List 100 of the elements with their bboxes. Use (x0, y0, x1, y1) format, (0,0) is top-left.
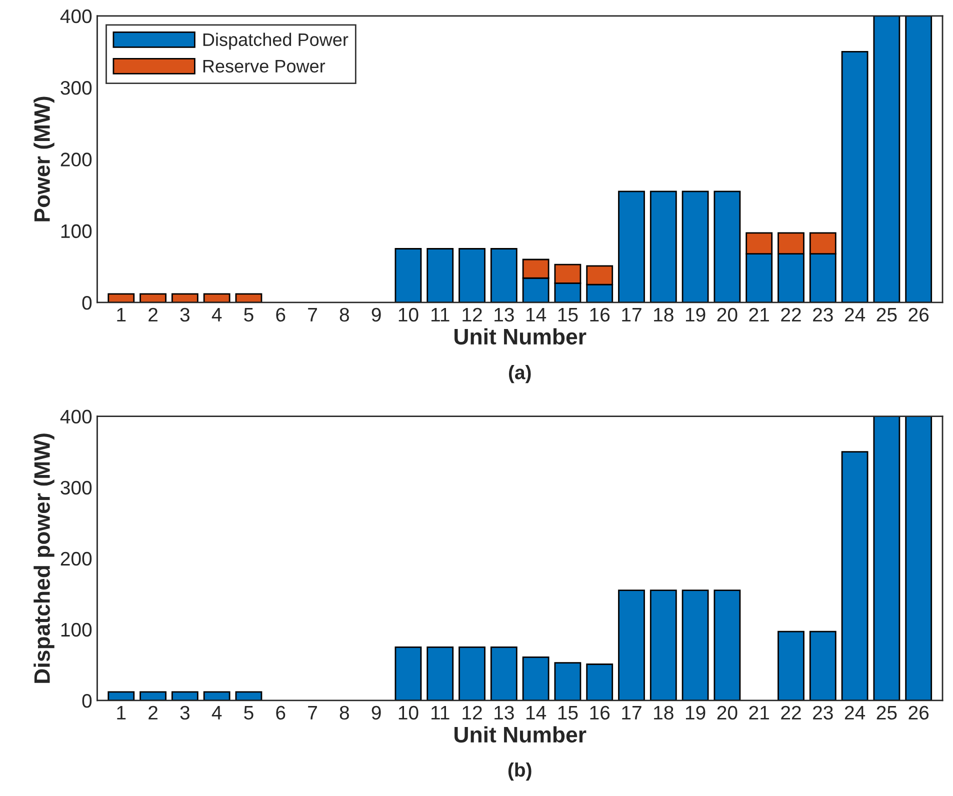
bar (714, 190, 741, 302)
bar (394, 248, 422, 302)
bar (490, 646, 518, 700)
bar (873, 416, 900, 700)
x-tick-label: 18 (654, 308, 674, 322)
legend-label: Dispatched Power (203, 32, 348, 50)
x-tick-label: 20 (717, 706, 738, 720)
x-tick-label: 2 (148, 308, 158, 322)
bar (203, 691, 230, 700)
x-tick-label: 26 (908, 308, 929, 322)
x-tick-label: 23 (813, 308, 833, 322)
legend-label: Reserve Power (203, 60, 326, 73)
bar (554, 662, 582, 700)
x-tick-label: 16 (590, 308, 610, 322)
x-tick-label: 19 (686, 308, 706, 322)
bar (682, 190, 709, 302)
bar (873, 16, 900, 302)
x-tick-label: 7 (308, 706, 317, 720)
bar (490, 248, 518, 302)
x-tick-label: 10 (398, 706, 418, 720)
bar (650, 190, 677, 302)
bar (682, 590, 709, 700)
x-tick-label: 11 (432, 308, 450, 322)
bar (778, 630, 804, 700)
x-tick-label: 8 (340, 308, 349, 322)
text: (b) (508, 762, 532, 781)
bar (108, 691, 135, 700)
x-tick-label: 3 (180, 308, 190, 322)
x-tick-label: 16 (590, 706, 610, 720)
x-axis-title: Unit Number (454, 328, 586, 345)
x-tick-label: 15 (558, 706, 578, 720)
x-tick-label: 2 (148, 706, 158, 720)
bar (394, 646, 422, 700)
x-tick-label: 4 (212, 706, 222, 720)
y-tick-label: 200 (60, 152, 92, 166)
x-tick-label: 20 (717, 308, 738, 322)
bar (618, 190, 645, 302)
y-tick-label: 200 (60, 552, 92, 566)
bar (140, 691, 166, 700)
x-tick-label: 17 (622, 706, 642, 720)
x-tick-label: 21 (749, 706, 769, 720)
y-tick-label: 0 (82, 296, 92, 310)
bar (809, 630, 836, 700)
x-tick-label: 11 (432, 706, 450, 720)
bar (522, 656, 550, 700)
x-tick-label: 19 (686, 706, 706, 720)
x-tick-label: 22 (781, 706, 801, 720)
x-tick-label: 7 (308, 308, 317, 322)
text: (a) (508, 365, 531, 384)
bar (203, 293, 230, 302)
bar (650, 590, 677, 700)
y-tick-label: 300 (60, 480, 92, 495)
x-tick-label: 8 (340, 706, 349, 720)
x-tick-label: 6 (276, 308, 286, 322)
y-tick-label: 100 (61, 622, 92, 637)
bar (905, 416, 932, 700)
y-tick-label: 400 (60, 9, 92, 24)
x-tick-label: 4 (212, 308, 222, 322)
x-tick-label: 1 (117, 706, 126, 720)
x-tick-label: 9 (372, 308, 381, 322)
x-tick-label: 3 (180, 706, 190, 720)
bar (426, 248, 454, 302)
x-tick-label: 12 (462, 308, 482, 322)
bar (618, 590, 645, 700)
x-tick-label: 24 (844, 706, 866, 720)
x-tick-label: 13 (494, 706, 514, 720)
bar (714, 590, 741, 700)
x-tick-label: 14 (526, 706, 546, 720)
bar (905, 16, 932, 302)
x-tick-label: 21 (749, 308, 769, 322)
x-tick-label: 17 (622, 308, 642, 322)
x-tick-label: 9 (372, 706, 381, 720)
x-tick-label: 5 (244, 706, 254, 720)
bar (458, 646, 486, 700)
bar (841, 51, 868, 302)
y-tick-label: 0 (82, 694, 92, 708)
bar (235, 293, 262, 302)
y-tick-label: 300 (60, 81, 92, 95)
x-tick-label: 26 (908, 706, 929, 720)
y-tick-label: 400 (60, 410, 92, 424)
x-tick-label: 25 (876, 308, 897, 322)
x-tick-label: 5 (244, 308, 254, 322)
x-tick-label: 23 (813, 706, 833, 720)
x-tick-label: 13 (494, 308, 514, 322)
bar (171, 293, 198, 302)
bar (426, 646, 454, 700)
x-tick-label: 22 (781, 308, 801, 322)
x-tick-label: 12 (462, 706, 482, 720)
bar (108, 293, 135, 302)
x-tick-label: 18 (654, 706, 674, 720)
x-tick-label: 15 (558, 308, 578, 322)
y-axis-title: Dispatched power (MW) (34, 434, 54, 683)
x-tick-label: 14 (526, 308, 546, 322)
bar (458, 248, 486, 302)
bar (171, 691, 198, 700)
x-tick-label: 6 (276, 706, 286, 720)
y-axis-title: Power (MW) (34, 96, 54, 222)
x-tick-label: 25 (876, 706, 897, 720)
x-tick-label: 24 (844, 308, 866, 322)
bar (140, 293, 166, 302)
